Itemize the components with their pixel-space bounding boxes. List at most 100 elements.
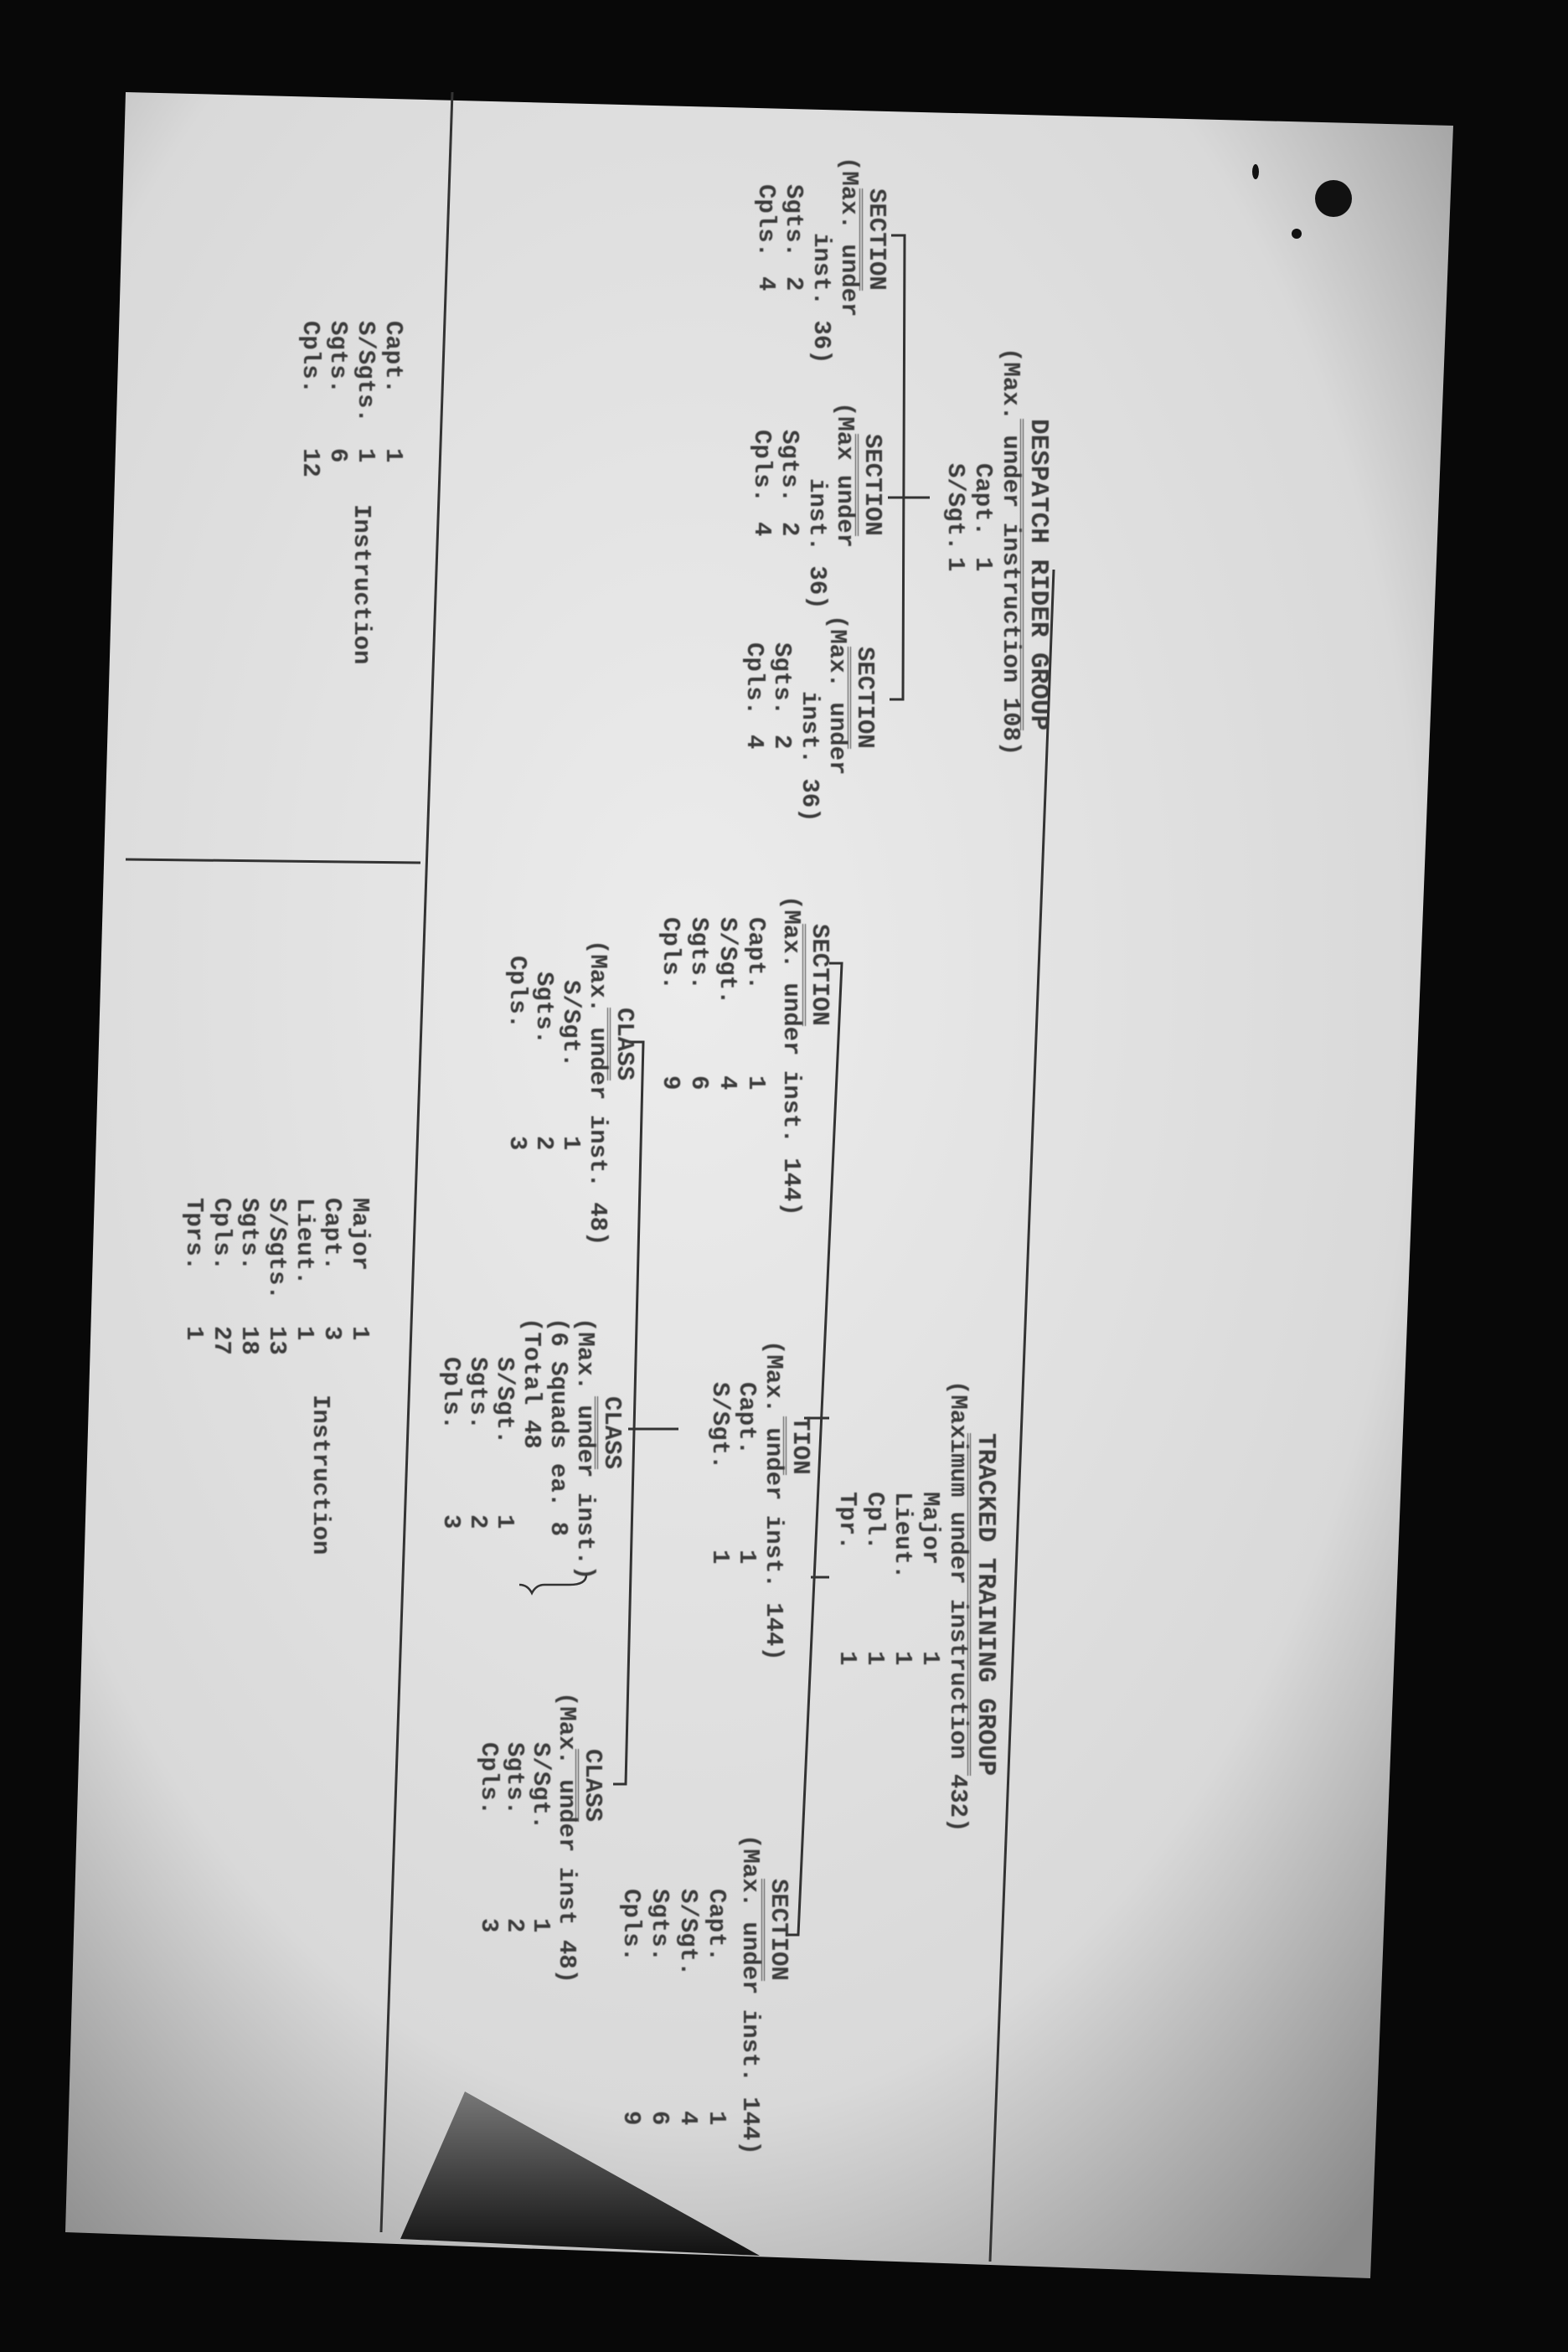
despatch-branch-line <box>890 234 906 701</box>
section-note: (Max. under <box>835 157 863 317</box>
tracked-section-left: SECTION (Max. under inst. 144) Capt. 1 S/… <box>656 895 833 1216</box>
class-note: (Max. under inst.) <box>571 1318 599 1581</box>
staff-label: Sgts. <box>646 1889 673 1963</box>
staff-count: 3 <box>503 1136 531 1151</box>
staff-count: 2 <box>464 1514 492 1529</box>
staff-count: 2 <box>776 522 803 537</box>
staff-count: 1 <box>889 1651 916 1666</box>
despatch-instruction-staff: Capt. 1 S/Sgts. 1 Sgts. 6 Cpls. 12 <box>297 321 407 477</box>
staff-count: 12 <box>297 448 324 477</box>
group-title: TRACKED TRAINING GROUP <box>967 1433 1000 1777</box>
staff-label: Major <box>346 1198 374 1271</box>
tion-note: (Max. under inst. 144) <box>760 1340 787 1661</box>
group-title: DESPATCH RIDER GROUP <box>1020 419 1053 731</box>
section-title: SECTION <box>848 647 879 749</box>
staff-count: 18 <box>235 1326 263 1355</box>
staff-count: 3 <box>318 1326 346 1341</box>
tracked-section-right: SECTION (Max. under inst. 144) Capt. 1 S/… <box>616 1834 792 2155</box>
staff-count: 4 <box>740 735 768 750</box>
staff-count: 1 <box>557 1136 585 1151</box>
class-title: CLASS <box>595 1396 626 1470</box>
despatch-instruction-label: Instruction <box>348 504 375 665</box>
staff-label: Cpls. <box>208 1198 235 1271</box>
tion-title: TION <box>783 1416 814 1475</box>
tracked-branch-line <box>786 962 843 1937</box>
staff-label: S/Sgt. <box>706 1382 734 1470</box>
staff-count: 2 <box>768 735 796 750</box>
staff-label: Cpls. <box>752 184 780 258</box>
staff-label: Tpr. <box>833 1492 861 1550</box>
staff-count: 6 <box>646 2111 673 2126</box>
class-note: (Max. under inst 48) <box>553 1692 580 1984</box>
class-title: CLASS <box>575 1749 606 1823</box>
staff-count: 4 <box>714 1075 741 1091</box>
section-note: inst. 36) <box>796 691 823 823</box>
staff-label: Lieut. <box>291 1198 318 1286</box>
staff-label: Cpls. <box>617 1889 645 1963</box>
staff-count: 4 <box>674 2111 702 2126</box>
staff-label: Cpls. <box>748 430 776 503</box>
staff-count: 4 <box>752 276 780 291</box>
staff-label: Cpls. <box>437 1357 465 1431</box>
staff-label: Capt. <box>318 1198 346 1271</box>
tracked-group-header: TRACKED TRAINING GROUP (Maximum under in… <box>833 1380 1000 1833</box>
column-divider-line <box>379 91 454 2233</box>
staff-label: Major <box>916 1492 944 1565</box>
section-note: (Max. under <box>823 615 851 776</box>
class-note: (Max. under inst. 48) <box>584 940 611 1246</box>
class-note: (6 Squads ea. 8 <box>544 1318 572 1537</box>
staff-count: 1 <box>833 1651 861 1666</box>
staff-count: 1 <box>346 1326 374 1341</box>
section-title: SECTION <box>802 924 833 1026</box>
staff-count: 2 <box>501 1918 529 1933</box>
section-title: SECTION <box>855 434 886 536</box>
staff-count: 9 <box>657 1075 684 1091</box>
staff-label: S/Sgt. <box>674 1889 702 1977</box>
staff-count: 1 <box>491 1514 518 1529</box>
despatch-section-3: SECTION (Max. under inst. 36) Sgts. 2 Cpl… <box>740 615 879 823</box>
staff-label: Sgts. <box>530 972 558 1045</box>
tracked-class-right: CLASS (Max. under inst 48) S/Sgt. 1 Sgts.… <box>475 1692 606 1984</box>
staff-count: 1 <box>916 1651 944 1666</box>
staff-label: Sgts. <box>464 1357 492 1431</box>
tracked-class-left: CLASS (Max. under inst. 48) S/Sgt. 1 Sgts… <box>503 938 638 1246</box>
staff-label: Cpls. <box>503 956 531 1029</box>
staff-label: Cpl. <box>861 1492 889 1550</box>
staff-count: 1 <box>969 557 997 572</box>
despatch-section-1: SECTION (Max. under inst. 36) Sgts. 2 Cpl… <box>752 157 890 364</box>
column-divider-line <box>988 569 1055 2262</box>
staff-label: Sgts. <box>776 430 803 503</box>
ink-blot <box>1315 180 1352 217</box>
staff-count: 1 <box>706 1550 734 1565</box>
staff-label: Capt. <box>742 917 770 991</box>
tracked-instruction-label: Instruction <box>307 1395 334 1555</box>
staff-count: 1 <box>379 448 407 463</box>
section-title: SECTION <box>859 188 890 291</box>
staff-count: 1 <box>861 1651 889 1666</box>
staff-count: 6 <box>324 448 352 463</box>
section-note: inst. 36) <box>807 233 835 364</box>
staff-label: S/Sgts. <box>352 321 379 423</box>
staff-label: Capt. <box>379 321 407 395</box>
staff-label: Cpls. <box>297 321 324 395</box>
class-note: (Total 48 <box>518 1318 545 1449</box>
section-note: (Max. under inst. 144) <box>777 895 805 1216</box>
staff-label: Sgts. <box>685 917 713 991</box>
despatch-group-header: DESPATCH RIDER GROUP (Max. under instruc… <box>941 348 1053 756</box>
staff-label: Cpls. <box>740 642 768 716</box>
staff-label: Lieut. <box>889 1492 916 1580</box>
staff-label: S/Sgts. <box>263 1198 291 1300</box>
ink-dot <box>1252 164 1259 179</box>
section-note: (Max under <box>831 402 859 549</box>
staff-label: Capt. <box>703 1889 730 1963</box>
section-note: (Max. under inst. 144) <box>736 1834 764 2155</box>
staff-label: S/Sgt. <box>557 980 585 1068</box>
staff-count: 6 <box>685 1075 713 1091</box>
staff-label: Cpls. <box>475 1742 503 1816</box>
instruction-box-divider <box>125 858 421 864</box>
tracked-class-middle: CLASS (Max. under inst.) (6 Squads ea. 8… <box>437 1318 626 1581</box>
staff-label: S/Sgt. <box>941 463 969 551</box>
section-note: inst. 36) <box>803 478 831 610</box>
staff-count: 3 <box>437 1514 465 1529</box>
